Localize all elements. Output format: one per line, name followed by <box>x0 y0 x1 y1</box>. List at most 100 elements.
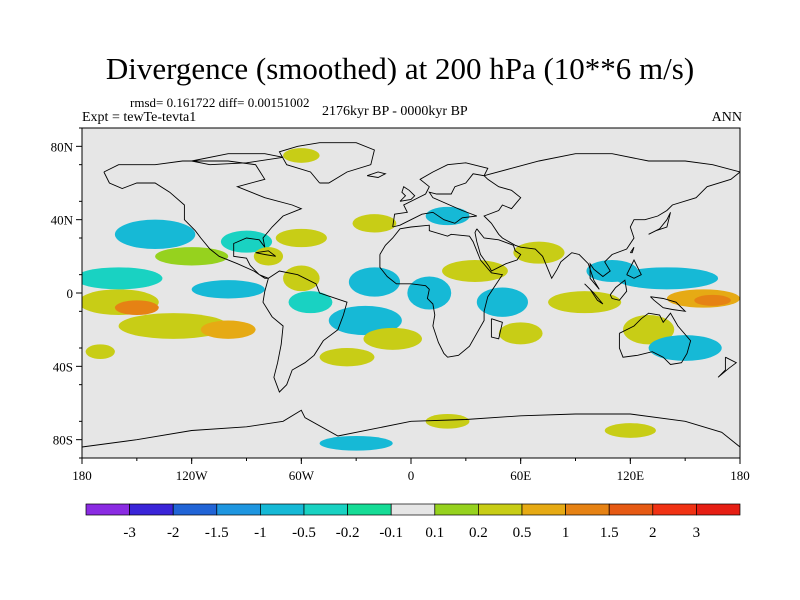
stats-label: rmsd= 0.161722 diff= 0.00151002 <box>130 95 310 110</box>
lon-label: 120W <box>176 468 209 483</box>
colorbar-label: -3 <box>123 525 136 541</box>
field-patch <box>476 287 528 317</box>
colorbar: -3 -2 -1.5 -1 -0.5 -0.2 -0.1 0.1 0.2 0.5 1 1.5 2 3 <box>85 503 741 541</box>
coastline <box>584 283 604 305</box>
colorbar-swatch <box>608 503 654 516</box>
coastline <box>609 279 628 301</box>
field-patch <box>407 276 452 310</box>
field-patch <box>319 348 375 367</box>
field-patch <box>155 247 229 266</box>
season-label: ANN <box>711 110 742 125</box>
colorbar-swatch <box>478 503 523 516</box>
colorbar-label: -2 <box>167 525 180 541</box>
colorbar-swatch <box>216 503 261 516</box>
lon-label: 180 <box>72 468 92 483</box>
colorbar-swatch <box>696 503 741 516</box>
coastline <box>278 142 375 184</box>
field-patch <box>604 423 656 438</box>
coastline <box>483 153 740 290</box>
coastline <box>262 270 348 393</box>
lat-label: 40N <box>51 213 74 228</box>
coastline <box>650 296 687 312</box>
colorbar-swatch <box>85 503 130 516</box>
colorbar-swatch <box>521 503 566 516</box>
field-patch <box>425 414 470 429</box>
coastline <box>648 212 671 235</box>
lat-label: 80S <box>53 433 73 448</box>
colorbar-swatch <box>390 503 436 516</box>
experiment-label: Expt = tewTe-tevta1 <box>82 110 197 125</box>
coastline <box>474 228 522 272</box>
lon-label: 60E <box>510 468 531 483</box>
field-patch <box>648 335 722 361</box>
period-label: 2176kyr BP - 0000kyr BP <box>322 104 468 119</box>
coastline <box>399 186 416 202</box>
colorbar-swatch <box>172 503 218 516</box>
field-patch <box>348 267 401 297</box>
field-patch <box>275 228 327 248</box>
colorbar-swatch <box>347 503 392 516</box>
coastline <box>103 160 303 279</box>
field-patch <box>319 436 393 451</box>
field-patch <box>200 320 256 339</box>
field-patch <box>328 305 402 336</box>
coastline <box>629 246 635 254</box>
field-patch <box>253 247 284 266</box>
field-patch <box>498 322 543 345</box>
field-patch <box>118 313 229 339</box>
colorbar-label: -1 <box>254 525 267 541</box>
lat-label: 0 <box>67 286 74 301</box>
coastline <box>626 258 642 279</box>
lon-label: 120E <box>617 468 645 483</box>
colorbar-label: -1.5 <box>205 525 229 541</box>
colorbar-label: 3 <box>693 525 701 541</box>
colorbar-swatch <box>652 503 697 516</box>
colorbar-label: 0.5 <box>513 525 532 541</box>
longitude-axis: 180 120W 60W 0 60E 120E 180 <box>72 458 750 483</box>
colorbar-swatch <box>260 503 305 516</box>
coastline <box>366 171 387 178</box>
coastline <box>191 153 284 166</box>
colorbar-label: 0.1 <box>425 525 444 541</box>
coastline <box>392 162 489 228</box>
colorbar-label: 2 <box>649 525 657 541</box>
colorbar-swatch <box>129 503 174 516</box>
lon-label: 60W <box>289 468 315 483</box>
colorbar-label: 1.5 <box>600 525 619 541</box>
field-patch <box>283 148 320 163</box>
field-patch <box>694 294 731 306</box>
colorbar-label: 0.2 <box>469 525 488 541</box>
field-patch <box>82 267 163 290</box>
field-patch <box>283 265 320 292</box>
colorbar-label: -0.2 <box>336 525 360 541</box>
lon-label: 0 <box>408 468 415 483</box>
field-patch <box>114 300 159 315</box>
field-patch <box>191 280 265 299</box>
colorbar-label: 1 <box>562 525 570 541</box>
colorbar-swatch <box>303 503 348 516</box>
field-patch <box>425 206 470 226</box>
field-patch <box>442 260 508 282</box>
coastline <box>717 356 738 378</box>
colorbar-swatch <box>434 503 479 516</box>
colorbar-swatch <box>565 503 610 516</box>
latitude-axis: 80N 40N 0 40S 80S <box>51 127 82 459</box>
divergence-field <box>82 148 740 451</box>
coastlines <box>82 142 740 448</box>
colorbar-label: -0.5 <box>292 525 316 541</box>
coastline <box>82 409 740 448</box>
field-patch <box>615 267 719 290</box>
field-patch <box>548 291 622 314</box>
colorbar-label: -0.1 <box>379 525 403 541</box>
field-patch <box>363 327 422 350</box>
field-patch <box>623 315 675 345</box>
coastline <box>490 318 503 340</box>
field-patch <box>85 344 115 359</box>
field-patch <box>114 219 196 249</box>
coastline <box>618 312 692 365</box>
field-patch <box>288 291 333 314</box>
field-patch <box>352 214 397 233</box>
lat-label: 40S <box>53 359 73 374</box>
coastline <box>379 224 504 358</box>
